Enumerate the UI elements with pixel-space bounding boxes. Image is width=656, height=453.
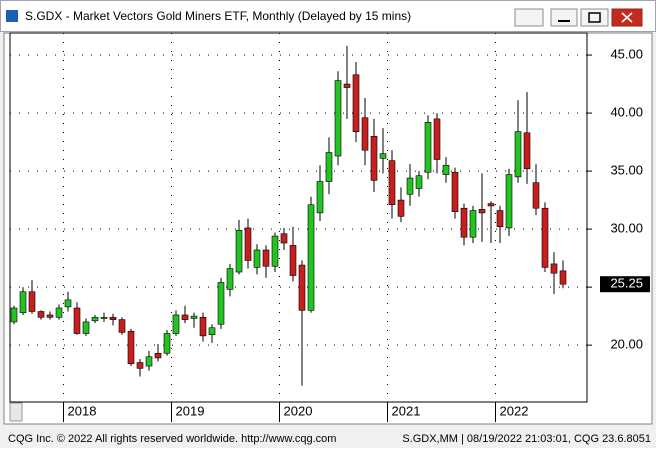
candle-body [379,153,387,159]
y-tick-label: 45.00 [610,46,643,61]
candle-body [55,307,63,318]
candle-body [181,314,189,320]
minimize-button[interactable] [550,8,578,27]
candle-body [370,135,378,181]
candle-body [46,314,54,318]
y-tick-label: 35.00 [610,163,643,178]
candle-body [478,209,486,214]
x-tick-label: 2018 [68,403,97,418]
candle-body [190,315,198,319]
candle-body [442,164,450,175]
last-price-label: 25.25 [610,276,643,291]
x-tick-label: 2021 [392,403,421,418]
candle-body [541,207,549,268]
candle-body [460,207,468,238]
candle-body [37,311,45,318]
candle-body [199,316,207,337]
candle-body [424,122,432,173]
candle-body [82,321,90,334]
link-button[interactable] [514,8,544,27]
candle-body [163,333,171,354]
footer-info: S.GDX,MM | 08/19/2022 21:03:01, CQG 23.6… [402,433,651,445]
candle-body [469,210,477,238]
candle-body [433,118,441,160]
candle-body [298,264,306,311]
y-tick-label: 20.00 [610,337,643,352]
candle-body [388,160,396,206]
x-tick-label: 2020 [284,403,313,418]
footer-copyright: CQG Inc. © 2022 All rights reserved worl… [8,433,336,445]
candle-body [406,177,414,195]
candle-body [172,314,180,334]
x-tick-label: 2022 [500,403,529,418]
candle-body [451,171,459,212]
y-tick-label: 30.00 [610,221,643,236]
candle-body [397,199,405,217]
candle-body [505,174,513,229]
candle-body [154,352,162,359]
candle-body [361,117,369,151]
scroll-box[interactable] [9,402,23,422]
candle-body [19,291,27,313]
candle-body [118,319,126,333]
candle-body [64,299,72,308]
candle-body [316,181,324,214]
close-icon [621,12,633,23]
candle-body [244,227,252,261]
title-bar [0,0,656,32]
candle-body [136,362,144,369]
candle-body [487,203,495,207]
candle-body [262,249,270,267]
candle-body [253,249,261,268]
candle-body [100,316,108,319]
y-tick-label: 40.00 [610,105,643,120]
candle-body [280,233,288,244]
candle-body [559,270,567,285]
candle-body [289,245,297,276]
candle-body [91,316,99,322]
candle-body [145,356,153,367]
candle-body [496,210,504,228]
candle-body [550,263,558,274]
candle-body [334,80,342,157]
last-price-box [600,276,650,293]
candle-body [523,132,531,170]
candle-body [217,282,225,325]
candle-body [208,327,216,335]
candle-body [532,182,540,209]
candle-body [73,307,81,334]
app-icon [6,10,18,22]
maximize-button[interactable] [580,8,609,27]
candle-body [307,204,315,311]
x-tick-label: 2019 [176,403,205,418]
maximize-icon [588,12,601,23]
candle-body [109,316,117,320]
candle-body [343,83,351,88]
plot: 20.0025.0030.0035.0040.0045.002018201920… [10,33,650,422]
window-title: S.GDX - Market Vectors Gold Miners ETF, … [25,9,411,23]
candle-body [127,330,135,365]
candle-body [352,74,360,132]
candle-body [271,235,279,267]
candle-body [235,229,243,273]
candle-body [325,152,333,182]
candle-body [10,307,18,323]
candle-body [28,291,36,312]
candle-body [226,268,234,290]
candle-body [415,175,423,189]
candle-body [514,131,522,178]
